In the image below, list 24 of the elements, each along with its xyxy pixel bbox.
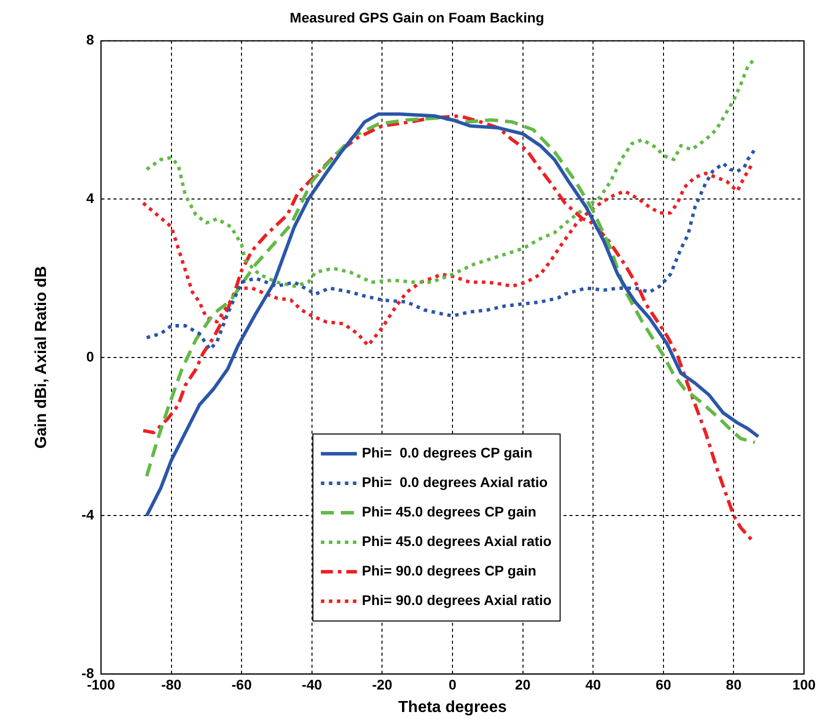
y-tick-label: 0 — [86, 348, 94, 364]
x-tick-label: 60 — [656, 676, 672, 692]
x-tick-label: -20 — [372, 676, 393, 692]
x-tick-label: 40 — [585, 676, 602, 692]
legend-label: Phi= 0.0 degrees CP gain — [362, 444, 532, 461]
x-tick-label: 0 — [448, 676, 457, 692]
legend-label: Phi= 90.0 degrees Axial ratio — [362, 592, 552, 608]
x-tick-label: -40 — [302, 676, 322, 692]
chart-title: Measured GPS Gain on Foam Backing — [290, 9, 544, 26]
y-axis-title: Gain dBi, Axial Ratio dB — [33, 266, 50, 449]
legend-label: Phi= 0.0 degrees Axial ratio — [362, 474, 548, 490]
y-tick-label: -8 — [82, 664, 94, 681]
y-tick-label: 4 — [86, 190, 94, 206]
x-tick-label: -60 — [231, 676, 252, 692]
x-tick-label: 20 — [515, 676, 531, 692]
x-tick-label: 100 — [792, 676, 816, 692]
x-axis-title: Theta degrees — [398, 698, 507, 716]
legend-label: Phi= 45.0 degrees Axial ratio — [362, 533, 552, 550]
legend-label: Phi= 45.0 degrees CP gain — [362, 504, 536, 520]
x-tick-label: -80 — [161, 676, 182, 692]
x-tick-label: 80 — [726, 676, 742, 692]
y-tick-label: -4 — [82, 506, 94, 523]
legend-label: Phi= 90.0 degrees CP gain — [362, 562, 536, 579]
y-tick-label: 8 — [86, 32, 94, 48]
